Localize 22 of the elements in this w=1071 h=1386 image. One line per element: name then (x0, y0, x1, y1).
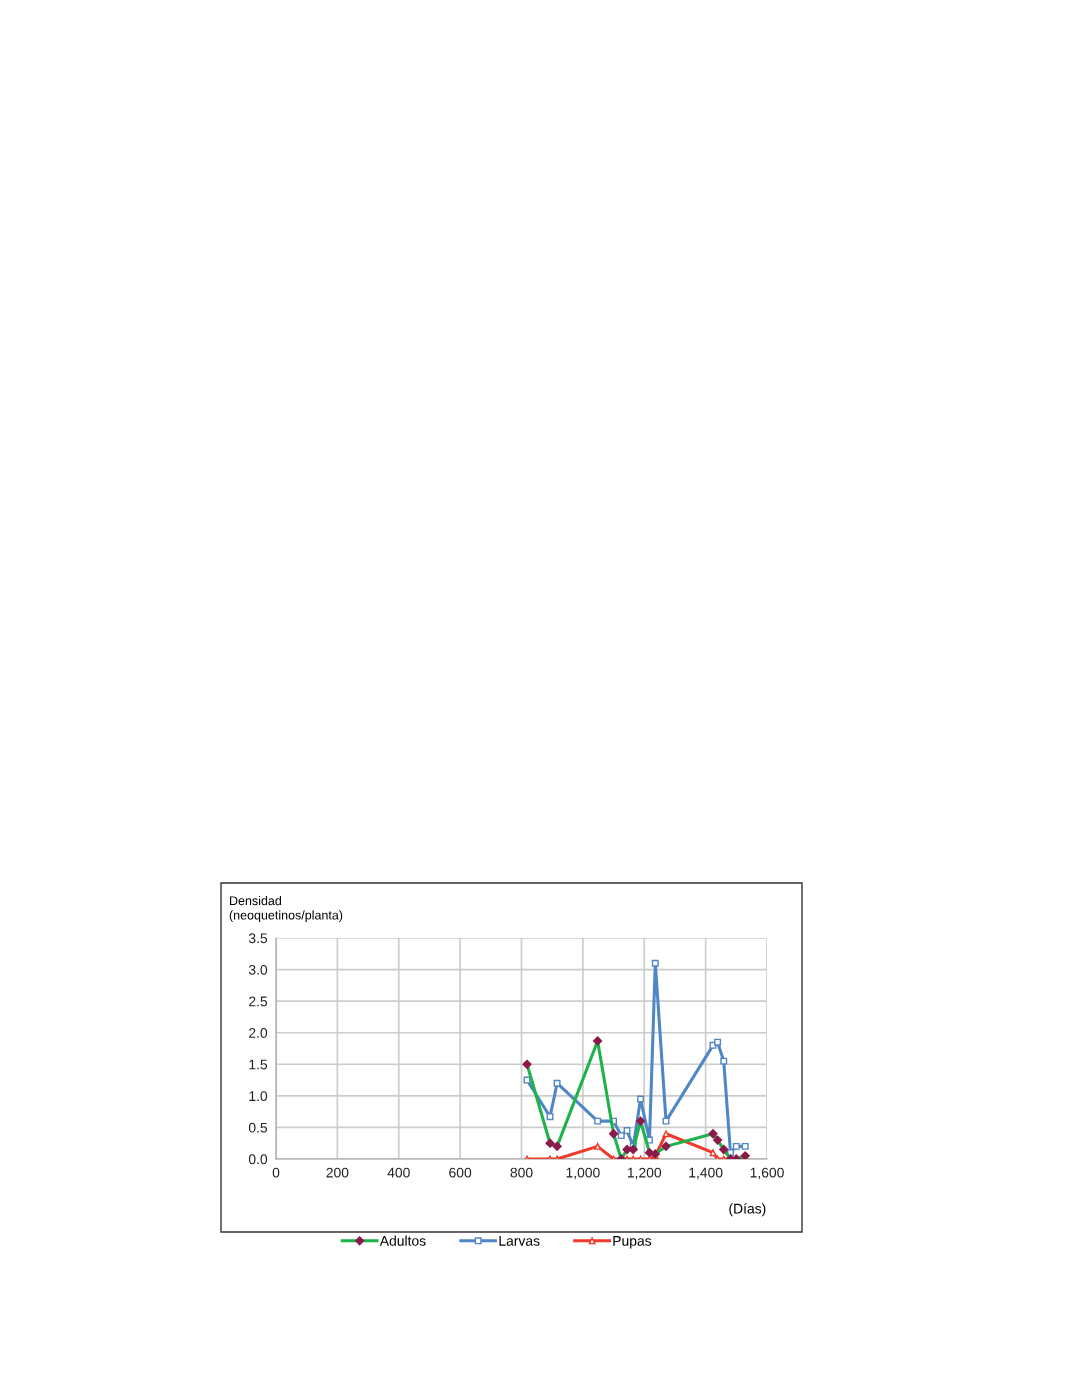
x-tick-label: 1,400 (689, 1167, 723, 1180)
x-tick-label: 1,000 (566, 1167, 600, 1180)
x-tick-label: 400 (387, 1167, 410, 1178)
legend-label: Pupas (613, 1236, 652, 1249)
x-tick-label: 1,200 (627, 1167, 662, 1180)
legend-label: Adultos (379, 1235, 426, 1246)
y-tick-label: 0.5 (248, 1122, 268, 1133)
y-tick-label: 2.5 (249, 996, 268, 1007)
y-axis-title: Densidad (neoquetinos/planta) (229, 895, 343, 922)
y-tick-label: 1.0 (249, 1091, 268, 1102)
y-tick-label: 1.5 (249, 1059, 268, 1070)
y-tick-label: 3.0 (248, 964, 268, 975)
legend-label: Larvas (499, 1236, 540, 1246)
y-tick-label: 3.5 (248, 933, 268, 944)
x-tick-label: 200 (326, 1167, 349, 1178)
y-tick-label: 2.0 (249, 1028, 268, 1038)
x-tick-label: 0 (272, 1167, 280, 1178)
x-tick-label: 600 (449, 1167, 472, 1178)
y-tick-label: 0.0 (248, 1154, 268, 1165)
x-tick-label: 1,600 (750, 1167, 784, 1180)
x-tick-label: 800 (510, 1167, 533, 1178)
x-axis-title: (Días) (729, 1203, 766, 1217)
